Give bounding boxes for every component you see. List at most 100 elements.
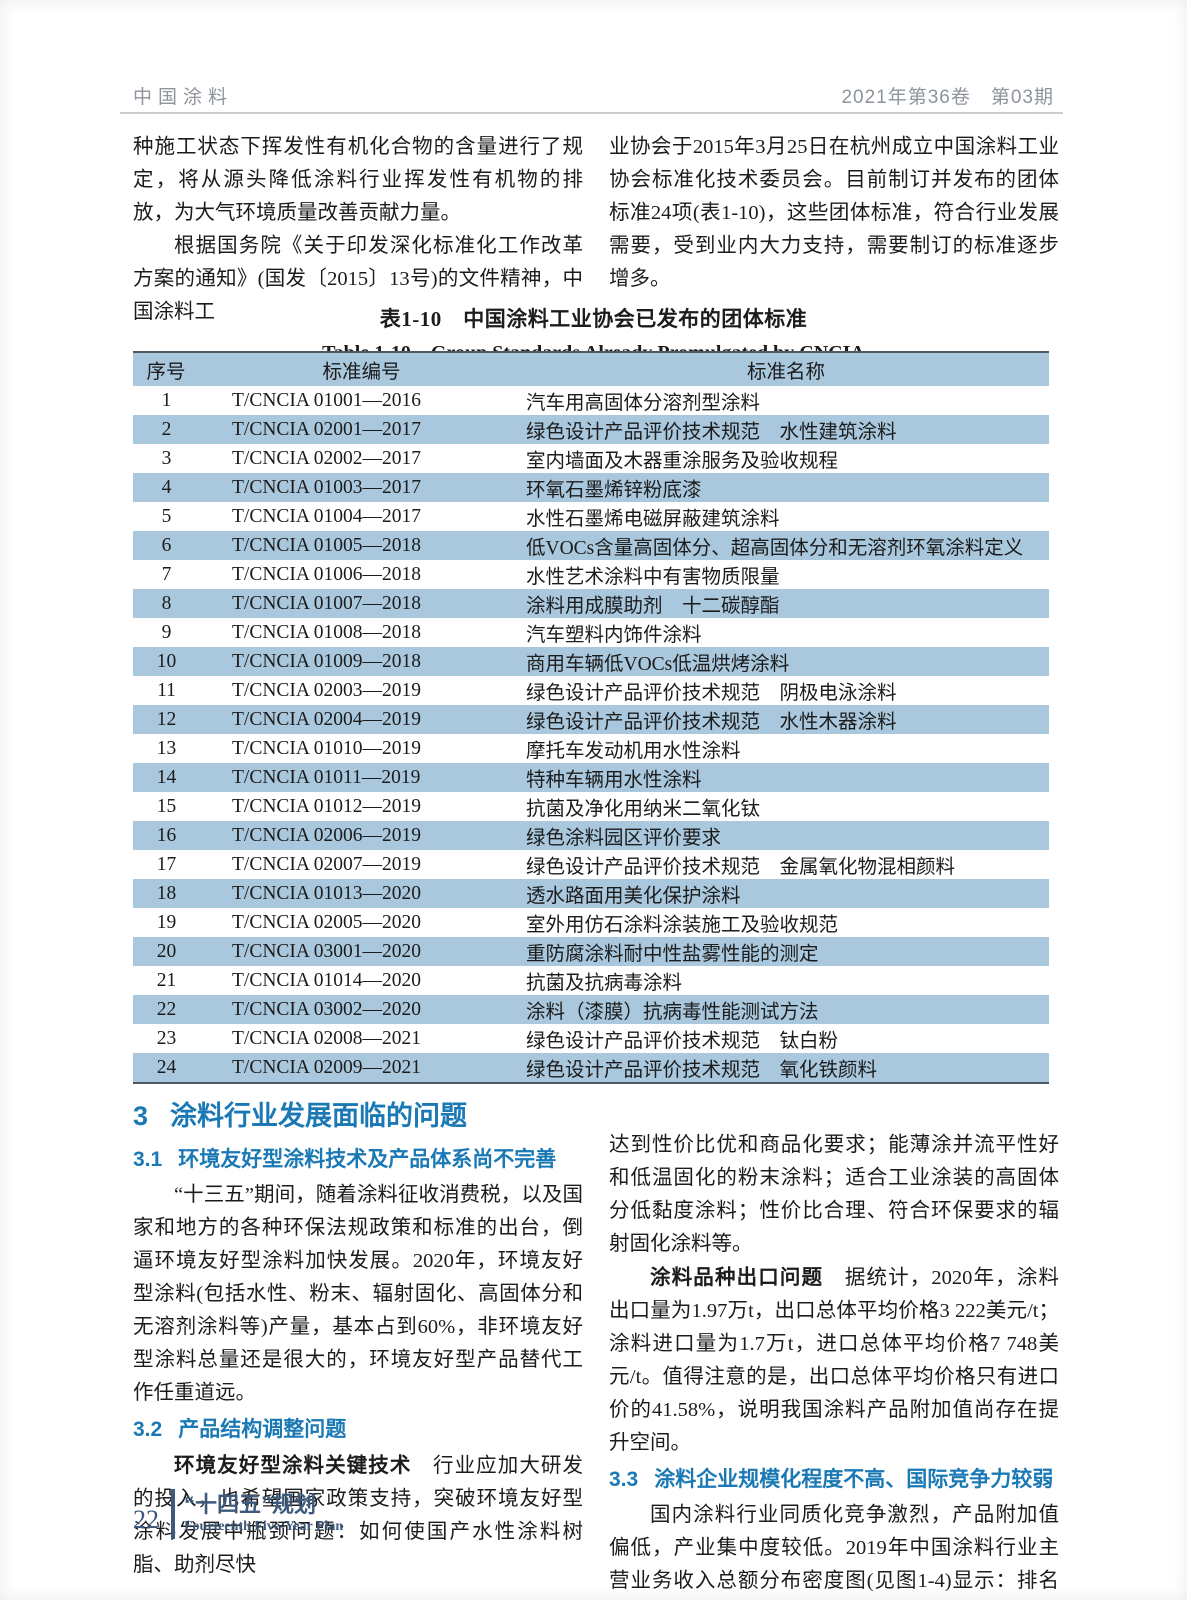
cell-standard-code: T/CNCIA 01011—2019 <box>200 763 524 792</box>
page-number: 22 <box>133 1505 159 1534</box>
table-row: 18 T/CNCIA 01013—2020 透水路面用美化保护涂料 <box>133 879 1049 908</box>
cell-index: 18 <box>133 879 200 908</box>
cell-standard-name: 汽车塑料内饰件涂料 <box>526 625 702 646</box>
cell-standard-name: 抗菌及净化用纳米二氧化钛 <box>526 799 761 820</box>
cell-index: 17 <box>156 853 177 875</box>
cell-standard-code: T/CNCIA 01008—2018 <box>232 621 422 643</box>
paragraph: 根据国务院《关于印发深化标准化工作改革方案的通知》(国发〔2015〕13号)的文… <box>133 235 583 323</box>
section-columns: 3 涂料行业发展面临的问题 3.1 环境友好型涂料技术及产品体系尚不完善 “十三五”… <box>133 1096 1060 1600</box>
footer-plan-label: “十四五”规划 Fourteenth Five-Year Plan <box>184 1492 343 1536</box>
cell-index: 8 <box>133 589 200 618</box>
cell-standard-code: T/CNCIA 01006—2018 <box>232 563 422 585</box>
section-3-1-heading: 3.1 环境友好型涂料技术及产品体系尚不完善 <box>133 1144 583 1175</box>
cell-index: 3 <box>161 447 172 469</box>
cell-standard-name: 摩托车发动机用水性涂料 <box>526 741 741 762</box>
table-row: 23 T/CNCIA 02008—2021 绿色设计产品评价技术规范 钛白粉 <box>133 1024 1049 1053</box>
cell-standard-name: 绿色设计产品评价技术规范 氧化铁颜料 <box>524 1053 1049 1083</box>
table-row: 14 T/CNCIA 01011—2019 特种车辆用水性涂料 <box>133 763 1049 792</box>
table-row: 10 T/CNCIA 01009—2018 商用车辆低VOCs低温烘烤涂料 <box>133 647 1049 676</box>
paragraph: 种施工状态下挥发性有机化合物的含量进行了规定，将从源头降低涂料行业挥发性有机物的… <box>133 136 583 224</box>
table-row: 2 T/CNCIA 02001—2017 绿色设计产品评价技术规范 水性建筑涂料 <box>133 415 1049 444</box>
table-row: 9 T/CNCIA 01008—2018 汽车塑料内饰件涂料 <box>133 618 1049 647</box>
paragraph: 环境友好型涂料关键技术 行业应加大研发的投入，也希望国家政策支持，突破环境友好型… <box>133 1449 583 1582</box>
section-3-2-heading: 3.2 产品结构调整问题 <box>133 1414 583 1445</box>
cell-standard-code: T/CNCIA 02004—2019 <box>200 705 524 734</box>
paragraph-text: 据统计，2020年，涂料出口量为1.97万t，出口总体平均价格3 222美元/t… <box>609 1267 1060 1454</box>
cell-standard-code: T/CNCIA 02008—2021 <box>232 1027 422 1049</box>
issue-info: 2021年第36卷 第03期 <box>841 87 1054 108</box>
cell-standard-name: 涂料（漆膜）抗病毒性能测试方法 <box>524 995 1049 1024</box>
cell-standard-name: 汽车用高固体分溶剂型涂料 <box>526 393 761 414</box>
cell-standard-name: 绿色设计产品评价技术规范 水性建筑涂料 <box>524 415 1049 444</box>
cell-standard-code: T/CNCIA 02003—2019 <box>232 679 422 701</box>
cell-standard-code: T/CNCIA 01004—2017 <box>232 505 422 527</box>
section-number: 3.1 <box>133 1148 163 1171</box>
table-row: 13 T/CNCIA 01010—2019 摩托车发动机用水性涂料 <box>133 734 1049 763</box>
run-in-heading: 环境友好型涂料关键技术 <box>174 1454 412 1477</box>
cell-standard-code: T/CNCIA 02001—2017 <box>200 415 524 444</box>
table-row: 5 T/CNCIA 01004—2017 水性石墨烯电磁屏蔽建筑涂料 <box>133 502 1049 531</box>
intro-right-column: 业协会于2015年3月25日在杭州成立中国涂料工业协会标准化技术委员会。目前制订… <box>609 131 1059 329</box>
cell-index: 11 <box>157 679 176 701</box>
cell-standard-name: 涂料用成膜助剂 十二碳醇酯 <box>524 589 1049 618</box>
cell-standard-code: T/CNCIA 01001—2016 <box>232 389 422 411</box>
intro-columns: 种施工状态下挥发性有机化合物的含量进行了规定，将从源头降低涂料行业挥发性有机物的… <box>133 131 1060 329</box>
cell-standard-name: 水性艺术涂料中有害物质限量 <box>526 567 780 588</box>
cell-index: 5 <box>161 505 172 527</box>
table-row: 12 T/CNCIA 02004—2019 绿色设计产品评价技术规范 水性木器涂… <box>133 705 1049 734</box>
section-title: 涂料行业发展面临的问题 <box>170 1101 468 1131</box>
cell-standard-code: T/CNCIA 02002—2017 <box>232 447 422 469</box>
table-header-row: 序号 标准编号 标准名称 <box>133 352 1049 386</box>
section-number: 3.3 <box>609 1468 639 1491</box>
cell-standard-code: T/CNCIA 01007—2018 <box>200 589 524 618</box>
running-head: 中国涂料 2021年第36卷 第03期 <box>133 82 1054 109</box>
cell-standard-name: 环氧石墨烯锌粉底漆 <box>524 473 1049 502</box>
standards-table-body: 1 T/CNCIA 01001—2016 汽车用高固体分溶剂型涂料 2 T/CN… <box>133 386 1049 1083</box>
journal-title: 中国涂料 <box>133 87 234 108</box>
cell-standard-code: T/CNCIA 02007—2019 <box>232 853 422 875</box>
section-title: 环境友好型涂料技术及产品体系尚不完善 <box>178 1148 557 1171</box>
section-title: 产品结构调整问题 <box>178 1418 347 1441</box>
table-row: 1 T/CNCIA 01001—2016 汽车用高固体分溶剂型涂料 <box>133 386 1049 415</box>
table-row: 15 T/CNCIA 01012—2019 抗菌及净化用纳米二氧化钛 <box>133 792 1049 821</box>
cell-index: 15 <box>156 795 177 817</box>
run-in-heading: 涂料品种出口问题 <box>650 1266 824 1289</box>
cell-index: 22 <box>133 995 200 1024</box>
cell-standard-code: T/CNCIA 02009—2021 <box>200 1053 524 1083</box>
cell-standard-name: 绿色设计产品评价技术规范 金属氧化物混相颜料 <box>526 857 956 878</box>
table-row: 19 T/CNCIA 02005—2020 室外用仿石涂料涂装施工及验收规范 <box>133 908 1049 937</box>
table-row: 11 T/CNCIA 02003—2019 绿色设计产品评价技术规范 阴极电泳涂… <box>133 676 1049 705</box>
section-number: 3.2 <box>133 1418 163 1441</box>
table-row: 24 T/CNCIA 02009—2021 绿色设计产品评价技术规范 氧化铁颜料 <box>133 1053 1049 1083</box>
section-3-heading: 3 涂料行业发展面临的问题 <box>133 1098 583 1134</box>
table-row: 3 T/CNCIA 02002—2017 室内墙面及木器重涂服务及验收规程 <box>133 444 1049 473</box>
cell-standard-name: 室外用仿石涂料涂装施工及验收规范 <box>526 915 839 936</box>
paragraph: 达到性价比优和商品化要求；能薄涂并流平性好和低温固化的粉末涂料；适合工业涂装的高… <box>609 1134 1059 1255</box>
cell-standard-code: T/CNCIA 01003—2017 <box>200 473 524 502</box>
paragraph: “十三五”期间，随着涂料征收消费税，以及国家和地方的各种环保法规政策和标准的出台… <box>133 1184 583 1404</box>
cell-index: 19 <box>156 911 177 933</box>
cell-index: 14 <box>133 763 200 792</box>
cell-index: 7 <box>161 563 172 585</box>
cell-standard-name: 绿色涂料园区评价要求 <box>524 821 1049 850</box>
cell-index: 6 <box>133 531 200 560</box>
section-3-3-heading: 3.3 涂料企业规模化程度不高、国际竞争力较弱 <box>609 1464 1059 1495</box>
cell-index: 4 <box>133 473 200 502</box>
footer-plan-en: Fourteenth Five-Year Plan <box>184 1519 344 1534</box>
table-row: 17 T/CNCIA 02007—2019 绿色设计产品评价技术规范 金属氧化物… <box>133 850 1049 879</box>
paragraph: 业协会于2015年3月25日在杭州成立中国涂料工业协会标准化技术委员会。目前制订… <box>609 136 1059 290</box>
section-left-column: 3 涂料行业发展面临的问题 3.1 环境友好型涂料技术及产品体系尚不完善 “十三五”… <box>133 1096 583 1600</box>
cell-index: 24 <box>133 1053 200 1083</box>
page-footer: 22 “十四五”规划 Fourteenth Five-Year Plan <box>133 1489 343 1539</box>
cell-index: 16 <box>133 821 200 850</box>
table-row: 8 T/CNCIA 01007—2018 涂料用成膜助剂 十二碳醇酯 <box>133 589 1049 618</box>
section-right-column: 达到性价比优和商品化要求；能薄涂并流平性好和低温固化的粉末涂料；适合工业涂装的高… <box>609 1096 1059 1600</box>
table-row: 4 T/CNCIA 01003—2017 环氧石墨烯锌粉底漆 <box>133 473 1049 502</box>
cell-standard-code: T/CNCIA 03002—2020 <box>200 995 524 1024</box>
section-number: 3 <box>133 1101 149 1131</box>
table-row: 16 T/CNCIA 02006—2019 绿色涂料园区评价要求 <box>133 821 1049 850</box>
table-row: 7 T/CNCIA 01006—2018 水性艺术涂料中有害物质限量 <box>133 560 1049 589</box>
table-row: 21 T/CNCIA 01014—2020 抗菌及抗病毒涂料 <box>133 966 1049 995</box>
cell-standard-name: 低VOCs含量高固体分、超高固体分和无溶剂环氧涂料定义 <box>524 531 1049 560</box>
